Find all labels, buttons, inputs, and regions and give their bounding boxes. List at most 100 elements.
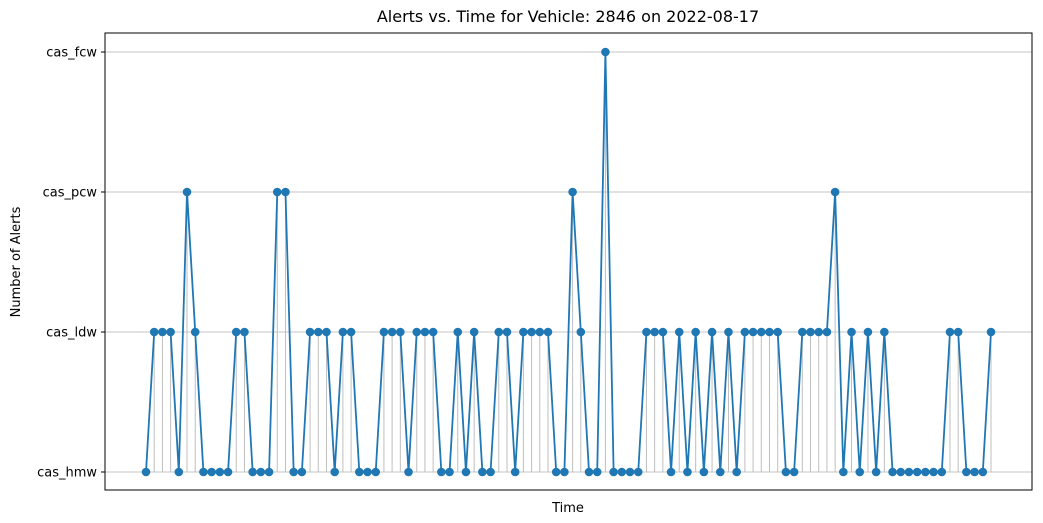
data-point <box>576 327 586 337</box>
data-point <box>551 467 561 477</box>
data-point <box>896 467 906 477</box>
data-point <box>281 187 290 197</box>
data-point <box>182 187 192 197</box>
data-point <box>346 327 356 337</box>
data-point <box>937 467 947 477</box>
data-point <box>609 467 618 477</box>
data-point <box>658 327 668 337</box>
data-point <box>355 467 364 477</box>
data-point <box>674 327 684 337</box>
data-point <box>839 467 848 477</box>
data-point <box>527 327 536 337</box>
data-point <box>445 467 454 477</box>
data-point <box>428 327 438 337</box>
data-point <box>297 467 307 477</box>
data-point <box>207 467 216 477</box>
data-point <box>642 327 651 337</box>
data-point <box>453 327 463 337</box>
data-point <box>740 327 750 337</box>
data-point <box>707 327 717 337</box>
data-point <box>190 327 200 337</box>
data-point <box>773 327 782 337</box>
data-point <box>691 327 700 337</box>
data-point <box>478 467 487 477</box>
data-point <box>461 467 471 477</box>
data-point <box>847 327 856 337</box>
data-point <box>863 327 873 337</box>
data-point <box>765 327 774 337</box>
data-point <box>305 327 315 337</box>
data-point <box>683 467 692 477</box>
data-point <box>240 327 249 337</box>
data-point <box>231 327 241 337</box>
data-point <box>141 467 151 477</box>
data-point <box>149 327 159 337</box>
data-point <box>912 467 922 477</box>
data-point <box>272 187 282 197</box>
data-point <box>789 467 799 477</box>
y-tick-label: cas_hmw <box>37 466 97 481</box>
data-point <box>781 467 791 477</box>
data-point <box>633 467 643 477</box>
data-point <box>970 467 979 477</box>
data-point <box>322 327 331 337</box>
data-point <box>313 327 323 337</box>
data-point <box>330 467 339 477</box>
data-point <box>715 467 725 477</box>
data-point <box>945 327 955 337</box>
data-point <box>535 327 545 337</box>
data-point <box>748 327 758 337</box>
data-point <box>264 467 274 477</box>
stem-lines <box>153 52 992 472</box>
y-tick-label: cas_pcw <box>43 186 98 201</box>
data-point <box>880 327 889 337</box>
data-point <box>437 467 446 477</box>
chart-title: Alerts vs. Time for Vehicle: 2846 on 202… <box>377 7 759 26</box>
data-point <box>519 327 528 337</box>
y-tick-label: cas_ldw <box>46 326 97 341</box>
data-point <box>904 467 914 477</box>
data-point <box>404 467 413 477</box>
data-point <box>363 467 372 477</box>
data-point <box>822 327 832 337</box>
data-point <box>215 467 225 477</box>
data-point <box>560 467 569 477</box>
data-point <box>256 467 266 477</box>
data-point <box>798 327 807 337</box>
data-point <box>584 467 594 477</box>
data-point <box>724 327 733 337</box>
data-point <box>962 467 971 477</box>
data-point <box>289 467 298 477</box>
data-point <box>814 327 824 337</box>
data-point <box>469 327 479 337</box>
data-point <box>371 467 381 477</box>
data-point <box>699 467 709 477</box>
data-point <box>921 467 930 477</box>
data-point <box>929 467 938 477</box>
y-tick-label: cas_fcw <box>46 46 97 61</box>
data-point <box>486 467 495 477</box>
data-point <box>978 467 988 477</box>
data-point <box>953 327 963 337</box>
data-point <box>666 467 676 477</box>
data-point <box>494 327 504 337</box>
data-point <box>543 327 553 337</box>
data-point <box>806 327 815 337</box>
data-point <box>601 47 610 57</box>
data-point <box>248 467 257 477</box>
series-line <box>145 51 992 473</box>
plot-frame <box>104 32 1033 491</box>
data-point <box>617 467 627 477</box>
data-point <box>412 327 422 337</box>
data-point <box>174 467 184 477</box>
data-point <box>592 467 602 477</box>
data-point <box>420 327 430 337</box>
y-axis-ticks: cas_hmw cas_ldw cas_pcw cas_fcw <box>37 46 105 481</box>
data-point <box>855 467 865 477</box>
data-point <box>888 467 897 477</box>
data-points <box>141 47 996 477</box>
data-point <box>338 327 348 337</box>
data-point <box>379 327 389 337</box>
data-point <box>502 327 512 337</box>
